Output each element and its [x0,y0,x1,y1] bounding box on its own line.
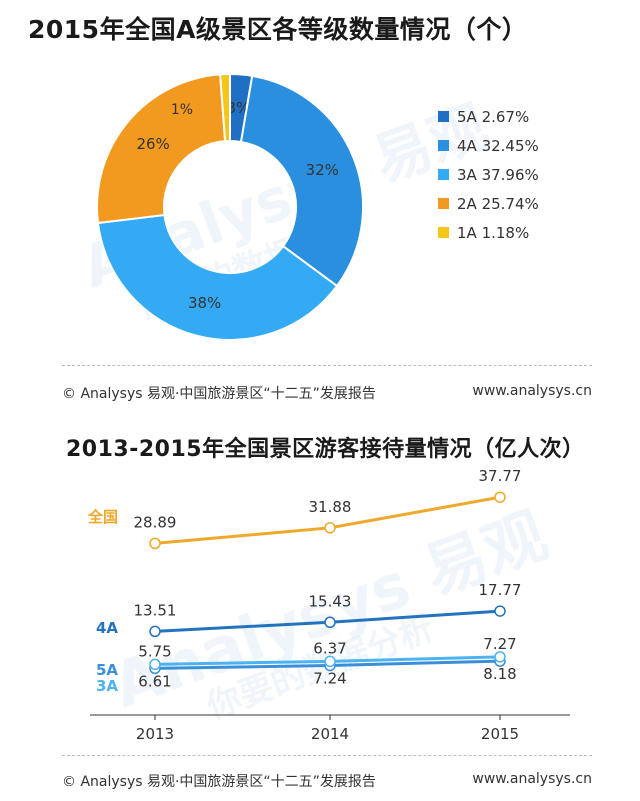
donut-chart-title: 2015年全国A级景区各等级数量情况（个） [28,15,528,44]
series-point-全国 [324,522,336,534]
legend-swatch-2A [438,198,449,209]
donut-data-label-5A: 3% [226,99,250,117]
legend-swatch-4A [438,140,449,151]
series-name-4A: 4A [96,619,118,637]
data-label-全国: 28.89 [134,513,177,531]
legend-label-3A: 3A 37.96% [457,166,539,184]
donut-slice-3A [96,213,339,341]
data-label-3A: 8.18 [483,665,516,683]
legend-swatch-3A [438,169,449,180]
data-label-全国: 31.88 [309,498,352,516]
donut-data-label-1A: 1% [171,102,193,118]
x-tick-label-2013: 2013 [136,725,174,743]
series-point-全国 [494,491,506,503]
series-name-3A: 3A [96,677,118,695]
legend-swatch-5A [438,111,449,122]
donut-data-label-4A: 32% [306,161,339,179]
footer-source: © Analysys 易观·中国旅游景区“十二五”发展报告 [62,386,376,402]
data-label-4A: 17.77 [479,581,522,599]
divider-top [62,365,592,366]
data-label-3A: 6.61 [138,672,171,690]
series-point-4A [149,625,161,638]
data-label-5A: 5.75 [138,642,171,660]
x-tick-label-2014: 2014 [311,725,349,743]
data-label-4A: 15.43 [309,592,352,610]
x-tick-label-2015: 2015 [481,725,519,743]
series-point-全国 [149,537,161,550]
legend-label-4A: 4A 32.45% [457,137,539,155]
donut-data-label-3A: 38% [188,294,221,312]
series-name-全国: 全国 [87,508,118,526]
data-label-5A: 6.37 [313,639,346,657]
donut-slice-4A [239,74,364,288]
series-point-3A [324,655,336,668]
donut-chart: 3% 32% 38% 26% 1% 5A 2.67% 4A 32.45% 3A 37.96% 2… [96,72,539,341]
data-label-3A: 7.24 [313,669,346,687]
legend-label-5A: 5A 2.67% [457,108,529,126]
line-chart: 2013 2014 2015 28.89 31.88 37.77 全国 13.51 15.43 1… [87,467,570,743]
line-chart-title: 2013-2015年全国景区游客接待量情况（亿人次） [66,437,585,462]
divider-bottom [62,755,592,756]
legend-label-2A: 2A 25.74% [457,195,539,213]
series-point-3A [494,651,506,663]
data-label-5A: 7.27 [483,635,516,653]
footer-url[interactable]: www.analysys.cn [472,383,592,399]
series-point-4A [324,616,336,629]
donut-slice-2A [96,73,227,225]
footer-url[interactable]: www.analysys.cn [472,771,592,787]
donut-slice-1A [219,72,231,143]
donut-data-label-2A: 26% [136,135,169,153]
legend-label-1A: 1A 1.18% [457,224,529,242]
series-point-3A [149,658,161,671]
data-label-全国: 37.77 [479,467,522,485]
data-label-4A: 13.51 [134,601,177,619]
legend-swatch-1A [438,227,449,238]
footer-source: © Analysys 易观·中国旅游景区“十二五”发展报告 [62,774,376,790]
series-name-5A: 5A [96,661,118,679]
series-point-4A [494,605,506,617]
